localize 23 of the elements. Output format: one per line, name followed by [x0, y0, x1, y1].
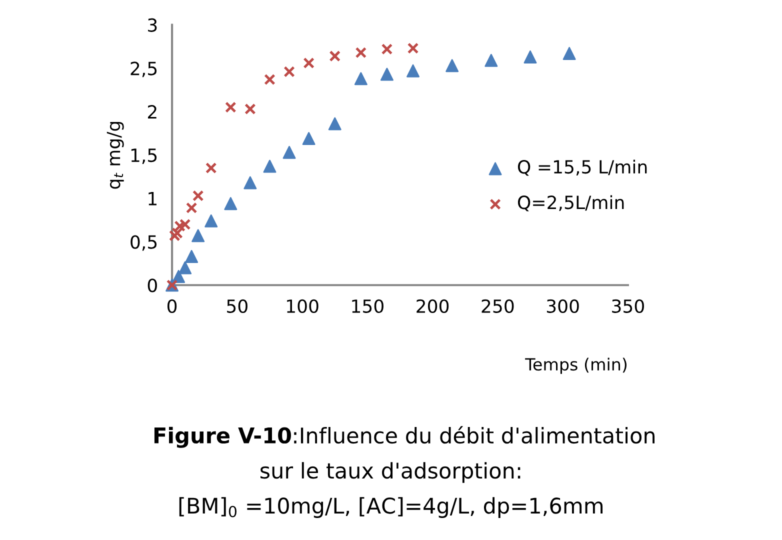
x-tick-label: 200 [416, 299, 449, 313]
text: sur le taux d'adsorption: [260, 462, 520, 483]
y-tick-label: 1 [148, 192, 156, 206]
y-tick-label: 0,5 [130, 235, 157, 251]
x-tick-label: 250 [482, 299, 514, 313]
text: [BM]$_{0}$ =10mg/L, [AC]=4g/L, dp=1,6mm [179, 497, 603, 518]
legend-label: Q =15,5 L/min [518, 160, 647, 176]
y-axis-title: q$_{t}$ mg/g [106, 122, 124, 189]
y-tick-label: 2,5 [130, 62, 157, 78]
text: :Influence du débit d'alimentation [294, 426, 655, 444]
y-tick-label: 0 [148, 278, 157, 292]
x-tick-label: 300 [546, 299, 579, 313]
y-tick-label: 3 [148, 18, 157, 32]
legend-label: Q=2,5L/min [518, 195, 624, 212]
x-tick-label: 50 [227, 299, 248, 313]
x-tick-label: 350 [612, 299, 644, 313]
x-axis-title: Temps (min) [525, 358, 627, 374]
x-tick-label: 100 [287, 299, 318, 313]
y-tick-label: 1,5 [131, 148, 157, 164]
x-tick-label: 0 [167, 299, 177, 313]
y-tick-label: 2 [148, 105, 156, 118]
x-tick-label: 150 [352, 299, 384, 313]
text: Figure V-10 [154, 426, 291, 448]
